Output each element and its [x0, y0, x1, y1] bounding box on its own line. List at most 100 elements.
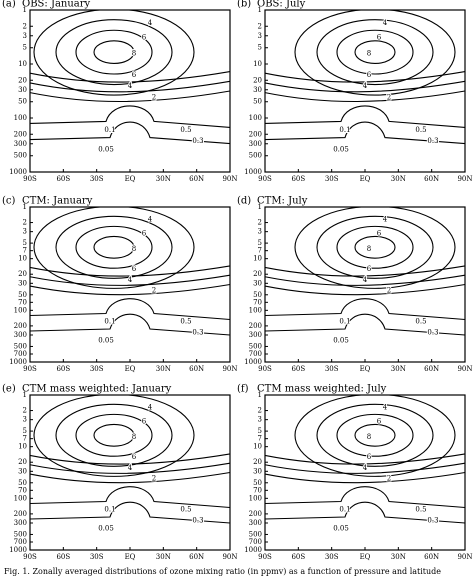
- contour: [29, 71, 231, 83]
- contour: [75, 413, 153, 457]
- contour-label: 0.1: [339, 318, 350, 326]
- y-tick-label: 7: [258, 435, 262, 443]
- contour-label: 0.5: [415, 506, 426, 514]
- contour-label: 4: [383, 19, 388, 27]
- y-tick-label: 100: [249, 494, 262, 502]
- plot-frame: [29, 394, 231, 551]
- y-tick-label: 10: [253, 60, 262, 68]
- contour-label: 0.05: [333, 524, 349, 532]
- y-tick-label: 70: [253, 298, 262, 306]
- x-tick-label: 90N: [457, 365, 472, 373]
- x-tick-label: 90S: [258, 365, 272, 373]
- contour: [264, 471, 466, 484]
- contour: [354, 40, 396, 65]
- caption: Fig. 1. Zonally averaged distributions o…: [4, 567, 441, 576]
- y-tick-label: 2: [23, 219, 27, 227]
- contour-label: 0.5: [415, 126, 426, 134]
- panel-label: (d): [237, 196, 251, 207]
- contour: [29, 462, 231, 474]
- contour-label: 4: [363, 276, 368, 284]
- contour: [75, 29, 153, 75]
- y-tick-label: 30: [253, 467, 262, 475]
- contour: [29, 265, 231, 277]
- y-tick-label: 200: [14, 130, 27, 138]
- contour: [75, 225, 153, 269]
- y-tick-label: 10: [18, 255, 27, 263]
- contour-label: 0.05: [98, 524, 114, 532]
- x-tick-label: 60S: [56, 553, 70, 561]
- contour: [294, 207, 456, 289]
- panel-label: (f): [237, 384, 249, 395]
- x-tick-label: 30S: [90, 365, 104, 373]
- contour-label: 4: [363, 464, 368, 472]
- x-tick-label: 60S: [291, 365, 305, 373]
- y-tick-label: 1000: [244, 546, 262, 554]
- contour: [264, 105, 466, 128]
- contour-label: 4: [148, 403, 153, 411]
- x-tick-label: 60N: [189, 553, 204, 561]
- y-tick-label: 50: [253, 98, 262, 106]
- y-tick-label: 30: [253, 86, 262, 94]
- x-tick-label: 90N: [222, 553, 237, 561]
- y-tick-label: 200: [14, 510, 27, 518]
- contour-label: 4: [128, 82, 133, 90]
- x-tick-label: 30N: [156, 553, 171, 561]
- panel: (b) OBS: July4686420.50.30.10.05123510203…: [237, 0, 473, 183]
- panel-title: CTM: January: [22, 196, 93, 207]
- contour-label: 6: [132, 71, 137, 79]
- y-tick-label: 10: [18, 60, 27, 68]
- y-tick-label: 30: [18, 467, 27, 475]
- y-tick-label: 1: [258, 203, 262, 211]
- y-tick-label: 3: [258, 416, 262, 424]
- y-tick-label: 1: [23, 391, 27, 399]
- contour-label: 6: [367, 71, 372, 79]
- y-tick-label: 100: [14, 494, 27, 502]
- contour-label: 0.5: [415, 318, 426, 326]
- contour: [29, 453, 231, 465]
- y-tick-label: 1: [23, 6, 27, 14]
- contour-label: 0.1: [104, 126, 115, 134]
- y-tick-label: 200: [249, 510, 262, 518]
- contour: [316, 403, 434, 467]
- y-tick-label: 100: [249, 306, 262, 314]
- y-tick-label: 30: [18, 279, 27, 287]
- x-tick-label: EQ: [360, 553, 371, 561]
- y-tick-label: 7: [23, 435, 27, 443]
- contour-label: 8: [132, 245, 136, 253]
- y-tick-label: 5: [258, 239, 262, 247]
- contour: [316, 19, 434, 86]
- contour: [264, 501, 466, 524]
- y-tick-label: 5: [23, 239, 27, 247]
- contour: [29, 313, 231, 336]
- contour: [264, 80, 466, 93]
- x-tick-label: 30N: [391, 553, 406, 561]
- contour-label: 4: [148, 19, 153, 27]
- y-tick-label: 300: [249, 140, 262, 148]
- panel: (a) OBS: January4686420.50.30.10.05123510…: [2, 0, 238, 183]
- y-tick-label: 50: [253, 479, 262, 487]
- contour-label: 0.1: [339, 506, 350, 514]
- contour-label: 8: [367, 433, 371, 441]
- contour-label: 2: [152, 475, 156, 483]
- contour: [29, 471, 231, 484]
- x-tick-label: 30N: [391, 175, 406, 183]
- y-tick-label: 500: [249, 342, 262, 350]
- x-tick-label: 30N: [391, 365, 406, 373]
- y-tick-label: 200: [249, 130, 262, 138]
- contour: [336, 413, 414, 457]
- y-tick-label: 1: [258, 391, 262, 399]
- panel: (e) CTM mass weighted: January4686420.50.…: [2, 384, 238, 562]
- contour-label: 8: [132, 433, 136, 441]
- y-tick-label: 70: [18, 298, 27, 306]
- contour-label: 0.1: [104, 318, 115, 326]
- x-tick-label: 30S: [90, 553, 104, 561]
- y-tick-label: 3: [23, 32, 27, 40]
- contour: [264, 265, 466, 277]
- y-tick-label: 70: [253, 486, 262, 494]
- contour-label: 6: [367, 265, 372, 273]
- y-tick-label: 500: [14, 342, 27, 350]
- contour: [33, 10, 195, 96]
- y-tick-label: 3: [23, 416, 27, 424]
- x-tick-label: 90S: [258, 175, 272, 183]
